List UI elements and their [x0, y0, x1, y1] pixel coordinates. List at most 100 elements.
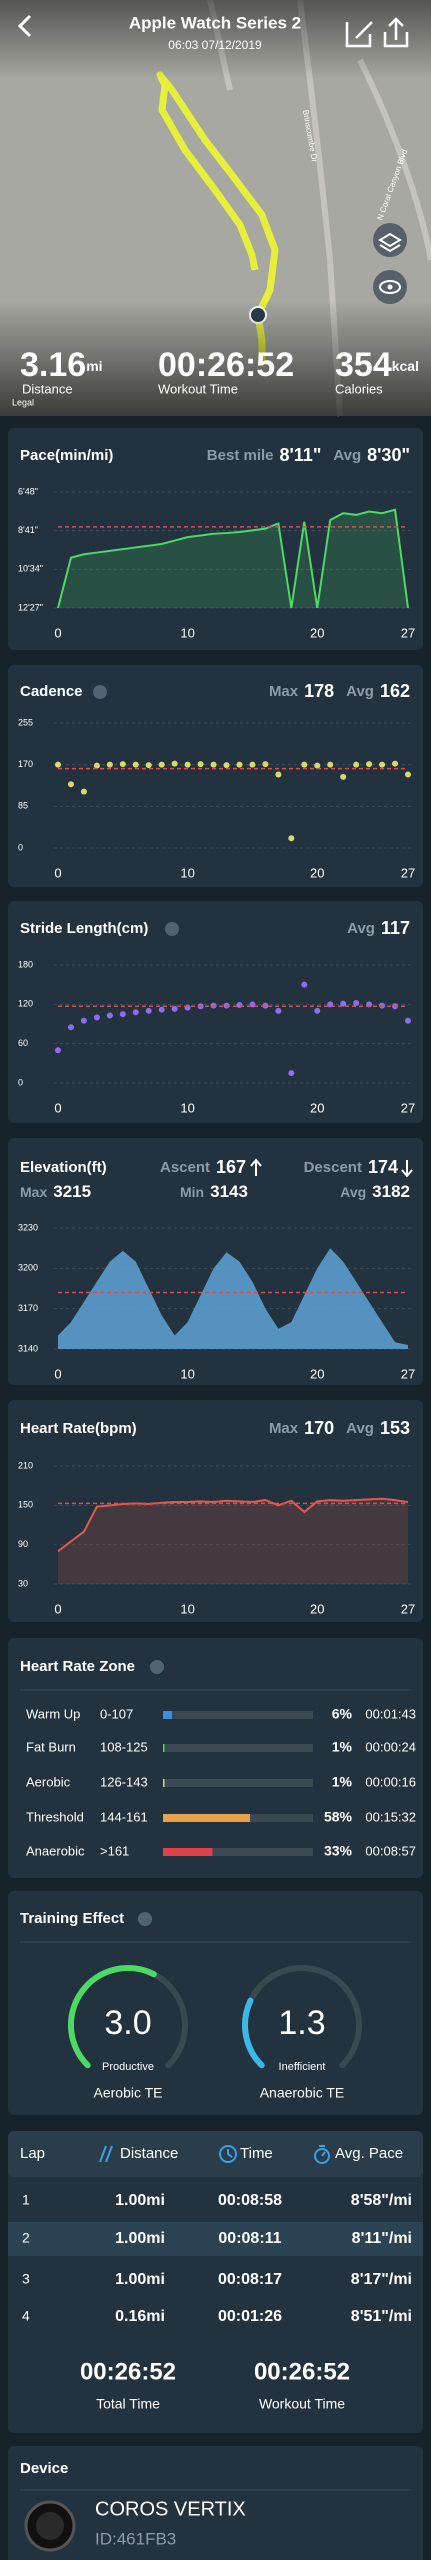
zone-track	[163, 1744, 313, 1752]
y-tick-label: 180	[18, 959, 33, 969]
zone-time: 00:00:24	[365, 1739, 416, 1754]
point	[340, 773, 347, 780]
point	[197, 761, 204, 768]
point	[171, 1005, 178, 1012]
y-tick-label: 3230	[18, 1222, 38, 1232]
lap-highlight	[8, 2222, 423, 2256]
ascent: Ascent 167	[160, 1157, 246, 1177]
zone-bar	[163, 1711, 172, 1719]
x-tick-label: 20	[310, 865, 324, 880]
zone-time: 00:01:43	[365, 1706, 416, 1721]
lap-cell: 2	[22, 2230, 30, 2246]
zone-percent: 1%	[332, 1774, 353, 1790]
zone-bar	[163, 1814, 250, 1822]
total-label: Total Time	[96, 2396, 160, 2412]
y-tick-label: 85	[18, 801, 28, 811]
zone-range: 126-143	[100, 1774, 148, 1789]
point	[106, 761, 113, 768]
area	[58, 509, 408, 608]
point	[340, 1000, 347, 1007]
x-tick-label: 0	[54, 1100, 61, 1115]
total-value: 00:26:52	[80, 2358, 176, 2385]
point	[392, 760, 399, 767]
gauge-label: Anaerobic TE	[260, 2085, 345, 2101]
lap-header: Avg. Pace	[335, 2145, 403, 2162]
card-title: Pace(min/mi)	[20, 447, 113, 464]
card-title: Cadence	[20, 683, 83, 700]
x-tick-label: 0	[54, 625, 61, 640]
card	[8, 2446, 423, 2560]
y-tick-label: 3170	[18, 1303, 38, 1313]
point	[171, 760, 178, 767]
info-icon[interactable]	[138, 1912, 152, 1926]
total-value: 00:26:52	[254, 2358, 350, 2385]
point	[301, 761, 308, 768]
point	[119, 1011, 126, 1018]
y-tick-label: 0	[18, 842, 23, 852]
zone-time: 00:00:16	[365, 1774, 416, 1789]
edit-button[interactable]	[345, 21, 373, 48]
y-tick-label: 0	[18, 1077, 23, 1087]
y-tick-label: 60	[18, 1038, 28, 1048]
point	[327, 761, 334, 768]
zone-bar	[163, 1744, 165, 1752]
point	[353, 761, 360, 768]
zone-track	[163, 1779, 313, 1787]
stat-label: Workout Time	[158, 381, 238, 396]
card-title: Stride Length(cm)	[20, 920, 148, 937]
card	[8, 2131, 423, 2433]
cadence-stats: Max 178 Avg 162	[269, 681, 410, 701]
zone-name: Anaerobic	[26, 1843, 85, 1858]
stat-value: 00:26:52	[158, 346, 294, 384]
legal: Legal	[12, 397, 34, 407]
back-button[interactable]	[17, 14, 32, 38]
y-tick-label: 150	[18, 1500, 33, 1510]
lap-cell: 0.16mi	[115, 2308, 165, 2325]
card	[8, 901, 423, 1123]
point	[80, 788, 87, 795]
stat-label: Distance	[22, 381, 73, 396]
point	[353, 1000, 360, 1007]
zone-name: Aerobic	[26, 1774, 71, 1789]
x-tick-label: 20	[310, 1601, 324, 1616]
y-tick-label: 12'27"	[18, 602, 43, 612]
card	[8, 1400, 423, 1622]
y-tick-label: 255	[18, 717, 33, 727]
elevation-avg: Avg 3182	[340, 1182, 410, 1201]
zone-time: 00:15:32	[365, 1809, 416, 1824]
info-icon[interactable]	[150, 1660, 164, 1674]
area	[58, 1498, 408, 1584]
pace-stats: Best mile 8'11" Avg 8'30"	[207, 445, 410, 465]
point	[119, 761, 126, 768]
device-id: ID:461FB3	[95, 2529, 176, 2548]
layers-button[interactable]	[373, 223, 407, 257]
info-icon[interactable]	[93, 685, 107, 699]
point	[314, 762, 321, 769]
y-tick-label: 170	[18, 759, 33, 769]
y-tick-label: 210	[18, 1460, 33, 1470]
y-tick-label: 6'48"	[18, 486, 38, 496]
zone-range: 108-125	[100, 1739, 148, 1754]
area	[58, 1248, 408, 1349]
x-tick-label: 20	[310, 1100, 324, 1115]
lap-cell: 00:08:17	[218, 2271, 282, 2288]
y-tick-label: 10'34"	[18, 564, 43, 574]
info-icon[interactable]	[165, 922, 179, 936]
line	[57, 508, 409, 609]
share-button[interactable]	[383, 17, 409, 48]
point	[405, 1017, 411, 1024]
lap-cell: 1.00mi	[115, 2271, 165, 2288]
gauge-status: Productive	[102, 2061, 154, 2073]
y-tick-label: 30	[18, 1578, 28, 1588]
point	[275, 771, 282, 778]
card	[8, 1891, 423, 2115]
descent: Descent 174	[304, 1157, 398, 1177]
zone-name: Warm Up	[26, 1706, 80, 1721]
zone-range: 144-161	[100, 1809, 148, 1824]
stat-label: Calories	[335, 381, 383, 396]
lap-header: Distance	[120, 2145, 178, 2162]
x-tick-label: 27	[401, 1601, 415, 1616]
x-tick-label: 10	[180, 1601, 194, 1616]
point	[184, 761, 191, 768]
zone-percent: 1%	[332, 1739, 353, 1755]
